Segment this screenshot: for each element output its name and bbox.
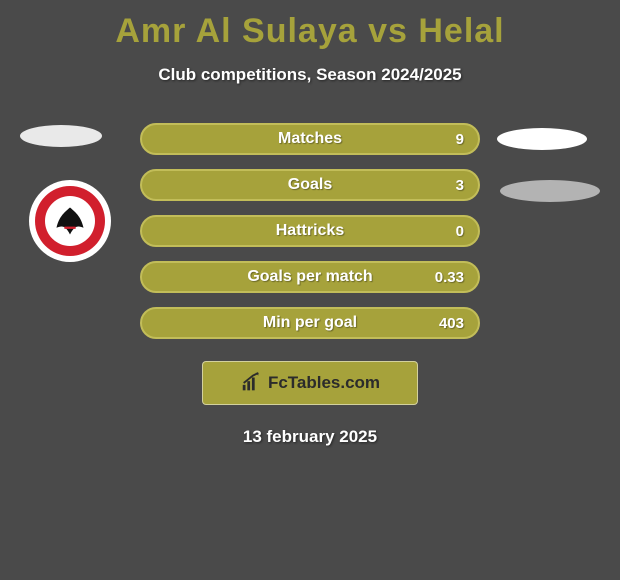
- date-text: 13 february 2025: [0, 427, 620, 447]
- brand-text: FcTables.com: [268, 373, 380, 393]
- chart-icon: [240, 372, 262, 394]
- stat-label: Goals: [288, 176, 332, 194]
- stat-value: 0: [456, 223, 464, 240]
- stat-row: Matches 9: [140, 123, 480, 155]
- stat-label: Goals per match: [247, 268, 372, 286]
- stat-label: Matches: [278, 130, 342, 148]
- stat-row: Goals per match 0.33: [140, 261, 480, 293]
- stat-row: Goals 3: [140, 169, 480, 201]
- page-title: Amr Al Sulaya vs Helal: [0, 0, 620, 51]
- stat-row: Min per goal 403: [140, 307, 480, 339]
- stat-value: 3: [456, 177, 464, 194]
- subtitle: Club competitions, Season 2024/2025: [0, 65, 620, 85]
- stat-value: 403: [439, 315, 464, 332]
- stats-list: Matches 9 Goals 3 Hattricks 0 Goals per match 0…: [0, 123, 620, 339]
- brand-box: FcTables.com: [202, 361, 418, 405]
- stat-row: Hattricks 0: [140, 215, 480, 247]
- stat-label: Hattricks: [276, 222, 344, 240]
- stat-value: 0.33: [435, 269, 464, 286]
- stat-value: 9: [456, 131, 464, 148]
- stat-label: Min per goal: [263, 314, 357, 332]
